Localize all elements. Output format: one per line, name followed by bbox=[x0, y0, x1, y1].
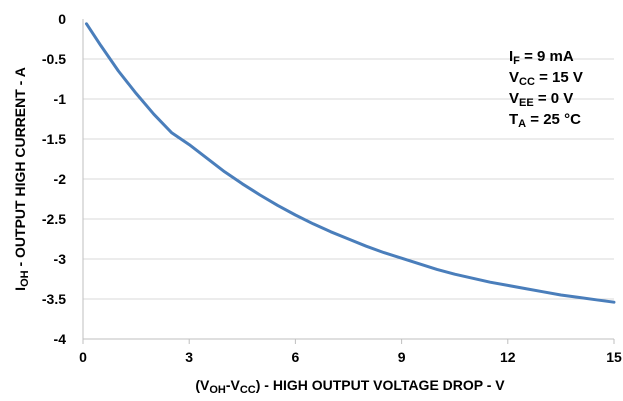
y-tick-label: -3 bbox=[54, 251, 67, 267]
y-tick-label: -2 bbox=[54, 171, 67, 187]
y-tick-label: -1.5 bbox=[42, 131, 66, 147]
x-tick-label: 6 bbox=[292, 349, 300, 365]
annotation-line: VCC = 15 V bbox=[509, 69, 583, 88]
x-tick-label: 0 bbox=[79, 349, 87, 365]
y-tick-label: -1 bbox=[54, 91, 67, 107]
x-tick-label: 3 bbox=[185, 349, 193, 365]
y-axis-title: IOH - OUTPUT HIGH CURRENT - A bbox=[12, 67, 31, 291]
x-axis-title: (VOH-VCC) - HIGH OUTPUT VOLTAGE DROP - V bbox=[195, 377, 505, 396]
y-tick-label: 0 bbox=[58, 11, 66, 27]
annotation-line: IF = 9 mA bbox=[509, 48, 574, 67]
x-tick-labels: 0 3 6 9 12 15 bbox=[79, 349, 622, 365]
y-tick-label: -3.5 bbox=[42, 291, 66, 307]
annotation-line: TA = 25 °C bbox=[509, 111, 581, 130]
x-tick-label: 12 bbox=[500, 349, 516, 365]
conditions-annotation: IF = 9 mA VCC = 15 V VEE = 0 V TA = 25 °C bbox=[509, 48, 583, 130]
y-tick-label: -0.5 bbox=[42, 51, 66, 67]
series bbox=[85, 22, 616, 304]
x-tick-label: 9 bbox=[398, 349, 406, 365]
y-tick-labels: 0 -0.5 -1 -1.5 -2 -2.5 -3 -3.5 -4 bbox=[42, 11, 66, 347]
x-tick-label: 15 bbox=[606, 349, 622, 365]
annotation-line: VEE = 0 V bbox=[509, 90, 573, 109]
grid-lines bbox=[83, 58, 614, 300]
series-line bbox=[85, 22, 616, 304]
y-tick-label: -4 bbox=[54, 331, 67, 347]
axes bbox=[82, 19, 615, 344]
y-tick-label: -2.5 bbox=[42, 211, 66, 227]
